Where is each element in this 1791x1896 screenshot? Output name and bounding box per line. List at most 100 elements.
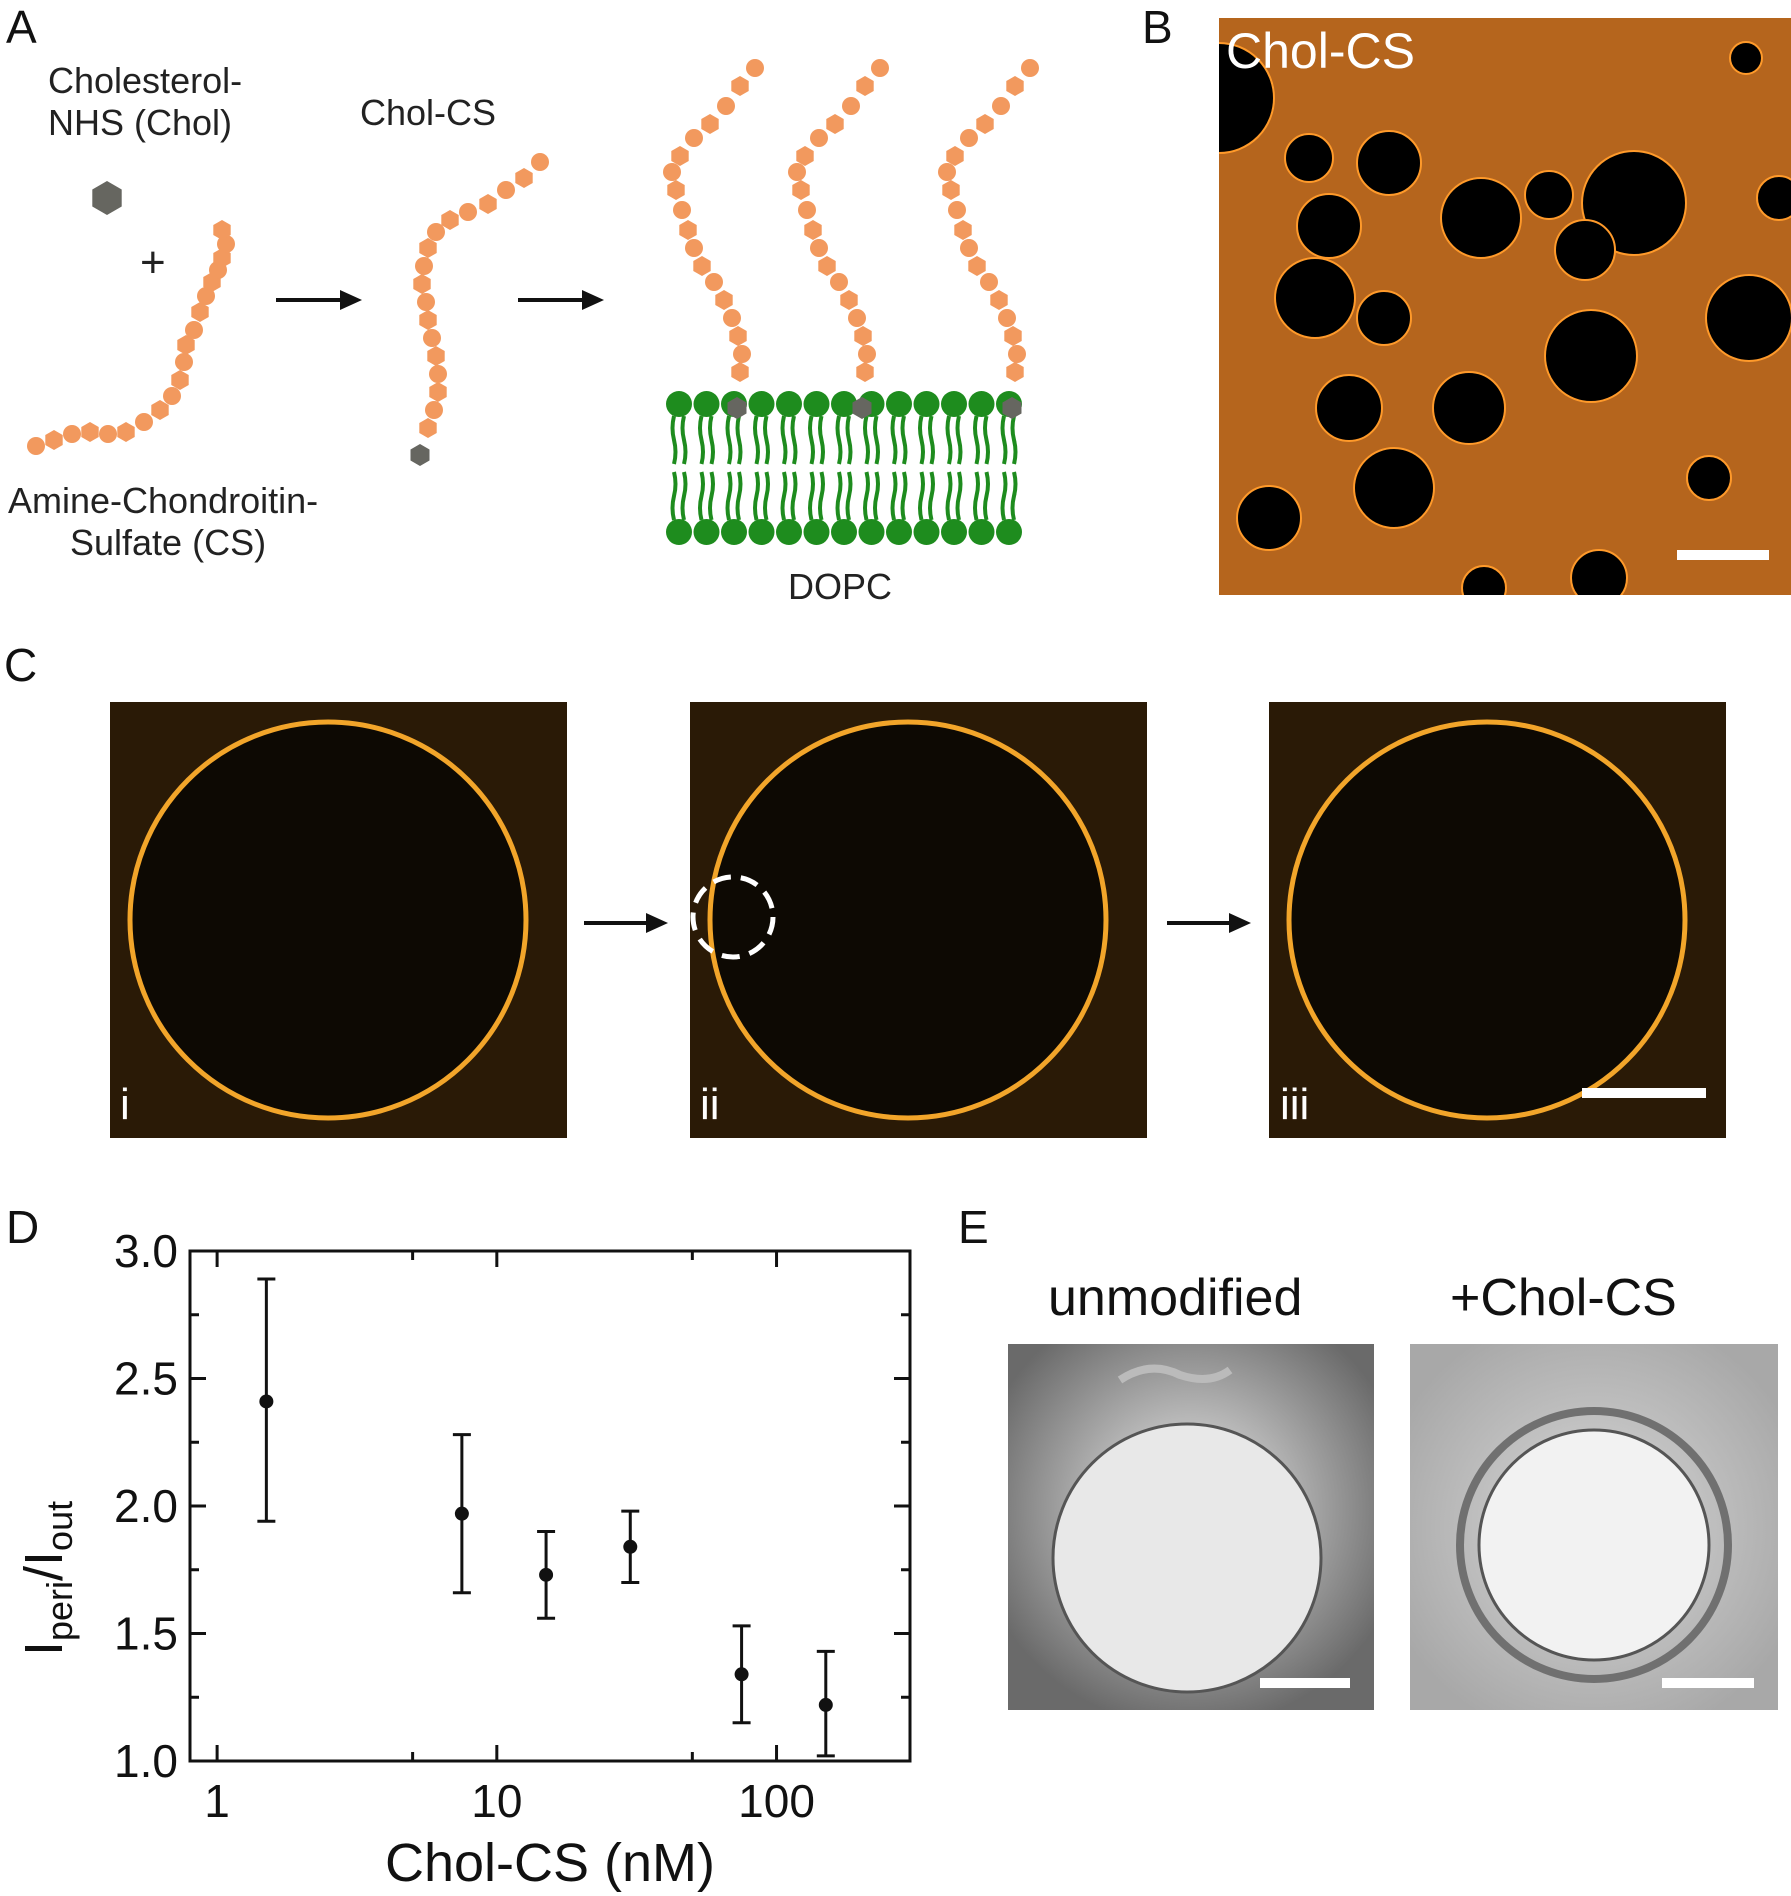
debris <box>1117 1364 1233 1384</box>
y-tick-label: 2.5 <box>114 1353 178 1405</box>
lipid-tail <box>790 415 798 465</box>
x-axis-label: Chol-CS (nM) <box>385 1833 715 1893</box>
x-tick-label: 1 <box>204 1775 230 1827</box>
cs-bead <box>117 422 135 442</box>
anchored-chain <box>938 59 1039 382</box>
cs-bead <box>954 220 972 240</box>
panel-letter-a: A <box>6 1 37 53</box>
panel-e-micrographs <box>1008 1344 1778 1710</box>
lipid-head-bottom <box>831 519 857 545</box>
panel-letter-e: E <box>958 1201 989 1253</box>
pore <box>1440 177 1522 259</box>
cs-bead <box>81 422 99 442</box>
lipid-tail <box>973 471 980 521</box>
lipid-head-top <box>666 391 692 417</box>
anchored-chol <box>852 397 872 419</box>
scale-bar-c <box>1582 1088 1706 1098</box>
data-point <box>734 1667 749 1682</box>
micrograph-frame <box>1269 702 1726 1138</box>
lipid-tail <box>1010 415 1018 465</box>
lipid-head-bottom <box>858 519 885 545</box>
lipid-tail <box>698 415 705 465</box>
cs-bead <box>1004 326 1022 346</box>
frame-label-i: i <box>120 1080 130 1129</box>
pore <box>1705 274 1791 362</box>
lipid-head-top <box>913 391 940 417</box>
lipid-tail <box>725 471 733 521</box>
lipid-tail <box>945 415 953 465</box>
lipid-tail <box>790 471 798 521</box>
cs-bead <box>679 220 697 240</box>
cs-bead <box>441 210 459 230</box>
cs-bead <box>942 180 960 200</box>
dopc-label: DOPC <box>788 566 893 607</box>
lipid-tail <box>753 415 760 465</box>
cs-bead <box>968 256 986 276</box>
lipid-tail <box>918 471 925 521</box>
cs-bead <box>1006 76 1024 96</box>
lipid-head-bottom <box>996 519 1022 545</box>
cs-bead <box>701 114 719 134</box>
cs-bead <box>673 201 691 219</box>
cs-bead <box>671 146 689 166</box>
cs-bead <box>135 413 153 431</box>
anchored-chol <box>727 397 747 419</box>
cs-bead <box>415 257 433 275</box>
cs-bead <box>856 362 874 382</box>
lipid-tail <box>763 415 770 465</box>
lipid-head-bottom <box>803 519 830 545</box>
lipid-tail <box>680 471 688 521</box>
panel-letter-c: C <box>4 639 38 691</box>
cs-bead <box>497 181 515 199</box>
plot-frame <box>188 1249 912 1763</box>
cs-bead <box>717 97 735 115</box>
cs-bead <box>427 346 445 366</box>
cs-bead <box>810 239 828 257</box>
cs-bead <box>798 201 816 219</box>
lipid-head-bottom <box>776 519 802 545</box>
cs-bead <box>746 59 764 77</box>
lipid-tail <box>863 415 870 465</box>
lipid-tail <box>1000 471 1008 521</box>
data-point <box>539 1567 554 1582</box>
cs-bead <box>990 290 1008 310</box>
lipid-head-top <box>886 391 912 417</box>
arrow-c1-head <box>646 913 668 933</box>
cs-bead <box>848 309 866 327</box>
cs-bead <box>992 97 1010 115</box>
pore <box>1756 175 1791 221</box>
lipid-tail <box>808 471 815 521</box>
lipid-tail <box>753 471 760 521</box>
cs-bead <box>667 180 685 200</box>
pore <box>1296 193 1362 259</box>
cholcs-label: Chol-CS <box>360 92 497 133</box>
cs-bead <box>163 387 181 405</box>
lipid-head-bottom <box>941 519 967 545</box>
lipid-tail <box>983 415 990 465</box>
lipid-tail <box>918 415 925 465</box>
cs-bead <box>731 362 749 382</box>
cs-bead <box>419 238 437 258</box>
panel-b-micrograph <box>1219 18 1791 595</box>
lipid-tail <box>1000 415 1008 465</box>
lipid-tail <box>670 471 678 521</box>
x-tick-label: 10 <box>471 1775 522 1827</box>
cs-bead <box>175 353 193 371</box>
lipid-tail <box>735 415 743 465</box>
lipid-head-bottom <box>721 519 747 545</box>
lipid-head-bottom <box>913 519 940 545</box>
lipid-head-top <box>776 391 802 417</box>
cs-bead <box>185 321 203 339</box>
pore <box>1570 549 1628 595</box>
lipid-head-top <box>831 391 857 417</box>
lipid-tail <box>708 415 715 465</box>
cs-bead <box>63 425 81 443</box>
lipid-tail <box>863 471 870 521</box>
micrograph-frame <box>690 702 1147 1138</box>
lipid-tail <box>873 471 880 521</box>
cs-bead <box>423 329 441 347</box>
lipid-head-bottom <box>693 519 720 545</box>
cholcs-chol-anchor <box>410 444 430 466</box>
cs-bead <box>788 163 806 181</box>
cs-bead <box>1021 59 1039 77</box>
